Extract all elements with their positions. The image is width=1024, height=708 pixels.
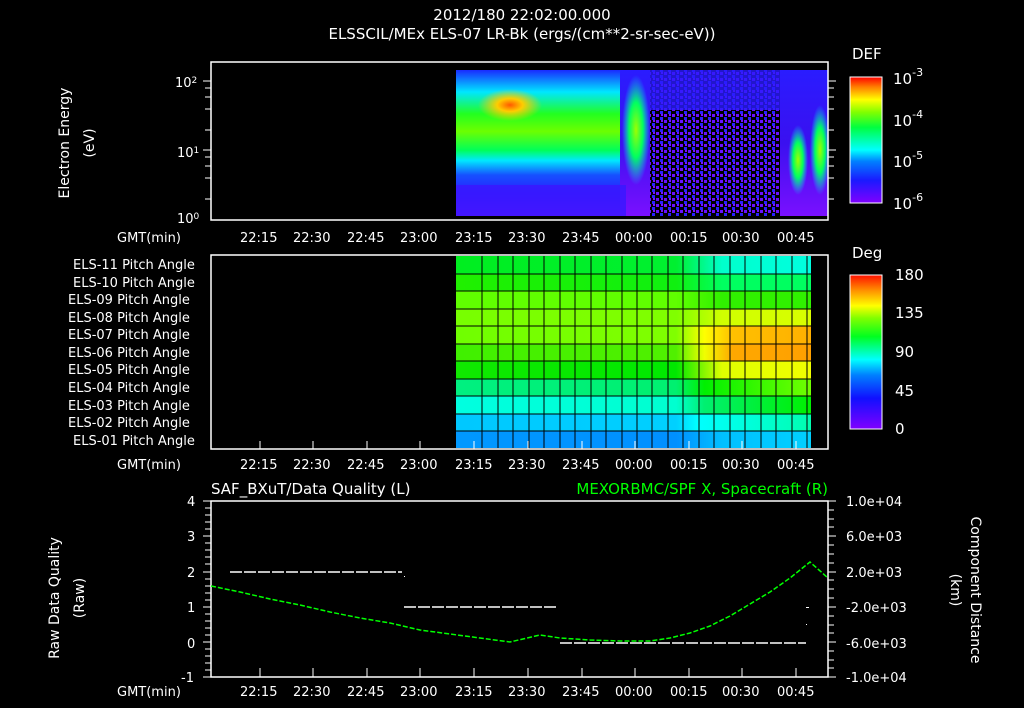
pitch-row-label: ELS-09 Pitch Angle <box>68 293 190 308</box>
def-tick-1e-5: 10-5 <box>893 149 924 171</box>
panel3-xtick: 00:15 <box>670 685 708 700</box>
dataset-subtitle: ELSSCIL/MEx ELS-07 LR-Bk (ergs/(cm**2-sr… <box>328 25 716 43</box>
panel3-xtick: 00:00 <box>615 685 653 700</box>
panel3-yunits: (Raw) <box>72 577 88 619</box>
panel1-xtick: 22:30 <box>293 231 331 246</box>
pitch-row-label: ELS-11 Pitch Angle <box>73 258 195 273</box>
panel3-ytick: -1 <box>181 671 194 686</box>
panel2-xtick: 23:00 <box>400 458 438 473</box>
panel3-left-title: SAF_BXuT/Data Quality (L) <box>211 480 411 498</box>
def-tick-1e-3: 10-3 <box>893 66 924 88</box>
panel2-xtick: 22:15 <box>240 458 278 473</box>
panel1-xtick: 00:45 <box>777 231 815 246</box>
panel3-xtick: 22:15 <box>240 685 278 700</box>
panel2-xtick: 23:45 <box>562 458 600 473</box>
panel3-xtick: 23:00 <box>400 685 438 700</box>
panel1-xtick: 23:00 <box>400 231 438 246</box>
pitch-row-label: ELS-07 Pitch Angle <box>68 328 190 343</box>
panel3-ylabel: Raw Data Quality <box>47 537 63 659</box>
panel3-ytick: 2 <box>187 566 196 581</box>
panel3-y2units: (km) <box>947 573 963 607</box>
panel3-xtick: 22:45 <box>347 685 385 700</box>
panel2-xtick: 00:30 <box>722 458 760 473</box>
panel1-xtick: 22:45 <box>347 231 385 246</box>
panel2-xtick: 23:30 <box>508 458 546 473</box>
deg-tick: 45 <box>895 382 915 400</box>
panel3-y2tick: -1.0e+04 <box>846 671 907 686</box>
pitch-row-label: ELS-10 Pitch Angle <box>73 276 195 291</box>
pitch-row-label: ELS-01 Pitch Angle <box>73 434 195 449</box>
panel2-xtick: 23:15 <box>455 458 493 473</box>
panel3-xtick: 23:30 <box>508 685 546 700</box>
panel3-ytick: 0 <box>187 637 196 652</box>
panel1-xtick: 00:15 <box>670 231 708 246</box>
deg-colorbar-title: Deg <box>852 244 883 262</box>
def-tick-1e-4: 10-4 <box>893 108 924 130</box>
panel1-xtick: 23:30 <box>508 231 546 246</box>
panel3-xtick: 23:45 <box>562 685 600 700</box>
panel1-xtick: 00:30 <box>722 231 760 246</box>
panel2-xtick: 00:15 <box>670 458 708 473</box>
panel2-xtick: 22:45 <box>347 458 385 473</box>
panel2-xtick: 00:00 <box>615 458 653 473</box>
pitch-row-label: ELS-02 Pitch Angle <box>68 416 190 431</box>
panel3-y2tick: 1.0e+04 <box>846 495 903 510</box>
pitch-row-label: ELS-08 Pitch Angle <box>68 311 190 326</box>
panel3-ytick: 3 <box>187 530 196 545</box>
panel3-xlabel: GMT(min) <box>117 685 181 700</box>
panel3-y2label: Component Distance <box>967 516 983 664</box>
panel1-ylabel: Electron Energy <box>57 87 73 199</box>
panel1-ytick-1: 100 <box>177 212 200 227</box>
panel3-ytick: 1 <box>187 601 196 616</box>
deg-tick: 180 <box>895 266 924 284</box>
panel3-y2tick: 2.0e+03 <box>846 566 903 581</box>
deg-tick: 90 <box>895 343 915 361</box>
timestamp-title: 2012/180 22:02:00.000 <box>433 6 611 24</box>
def-colorbar-title: DEF <box>852 45 882 63</box>
pitch-row-label: ELS-04 Pitch Angle <box>68 381 190 396</box>
pitch-rows <box>456 256 811 448</box>
panel2-xtick: 22:30 <box>293 458 331 473</box>
panel3-xtick: 00:30 <box>722 685 760 700</box>
panel1-xtick: 00:00 <box>615 231 653 246</box>
panel1-xlabel: GMT(min) <box>117 231 181 246</box>
panel1-yunits: (eV) <box>82 128 98 158</box>
deg-tick: 0 <box>895 420 905 438</box>
panel3-right-title: MEXORBMC/SPF X, Spacecraft (R) <box>576 480 828 498</box>
panel3-y2tick: 6.0e+03 <box>846 530 903 545</box>
panel2-xlabel: GMT(min) <box>117 458 181 473</box>
panel1-ytick-100: 102 <box>175 76 198 91</box>
panel3-xtick: 00:45 <box>777 685 815 700</box>
panel1-xtick: 23:45 <box>562 231 600 246</box>
panel1-xtick: 23:15 <box>455 231 493 246</box>
panel3-ytick: 4 <box>187 495 196 510</box>
pitch-row-label: ELS-05 Pitch Angle <box>68 363 190 378</box>
panel1-ytick-10: 101 <box>177 146 200 161</box>
panel3-y2tick: -2.0e+03 <box>846 601 907 616</box>
panel1-xtick: 22:15 <box>240 231 278 246</box>
panel3-xtick: 22:30 <box>293 685 331 700</box>
def-tick-1e-6: 10-6 <box>893 191 924 213</box>
pitch-row-label: ELS-06 Pitch Angle <box>68 346 190 361</box>
pitch-row-label: ELS-03 Pitch Angle <box>68 399 190 414</box>
deg-tick: 135 <box>895 304 924 322</box>
panel3-xtick: 23:15 <box>455 685 493 700</box>
panel2-xtick: 00:45 <box>777 458 815 473</box>
panel3-y2tick: -6.0e+03 <box>846 637 907 652</box>
